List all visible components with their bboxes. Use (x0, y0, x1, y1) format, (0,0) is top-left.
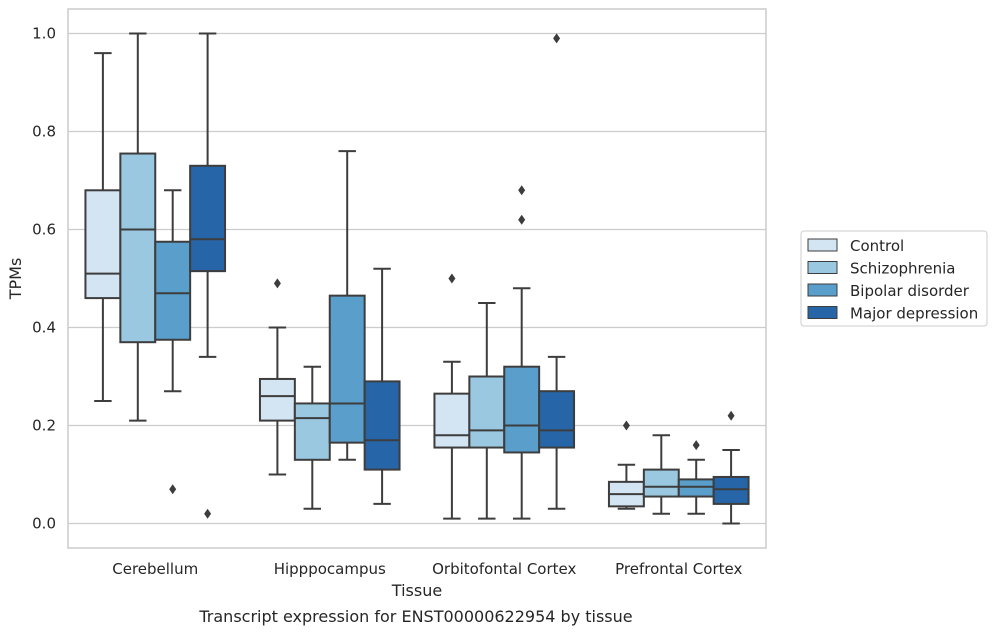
box-iqr (189, 164, 227, 273)
legend: Control Schizophrenia Bipolar disorder Majo… (800, 230, 988, 327)
y-tick-label: 0.4 (32, 319, 56, 337)
x-tick-label: Prefrontal Cortex (615, 560, 742, 578)
box-iqr (258, 377, 296, 422)
x-axis-title: Tissue (391, 581, 442, 600)
box-iqr (642, 468, 680, 498)
box-control (433, 273, 471, 520)
outlier-point (692, 440, 700, 451)
outlier-point (518, 214, 526, 225)
legend-label: Bipolar disorder (850, 282, 970, 300)
box-schizophrenia (642, 434, 680, 515)
outlier-point (204, 508, 212, 519)
box-iqr (468, 375, 506, 449)
box-iqr (154, 240, 192, 341)
box-schizophrenia (119, 32, 157, 422)
box-iqr (328, 294, 366, 444)
box-iqr (503, 365, 541, 454)
box-bipolar-disorder (677, 440, 715, 515)
box-major-depression (363, 267, 401, 505)
legend-swatch (807, 261, 838, 274)
box-iqr (712, 475, 750, 505)
legend-swatch (807, 283, 838, 297)
box-bipolar-disorder (154, 189, 192, 495)
box-iqr (119, 152, 157, 344)
legend-label: Major depression (850, 305, 978, 323)
x-tick-labels: Cerebellum Hipppocampus Orbitofontal Corte… (112, 560, 742, 578)
box-iqr (84, 189, 122, 300)
box-bipolar-disorder (503, 185, 541, 520)
x-tick-label: Hipppocampus (274, 560, 386, 578)
box-schizophrenia (293, 365, 331, 510)
y-tick-label: 0.0 (32, 515, 56, 533)
legend-label: Control (850, 237, 904, 255)
box-iqr (293, 402, 331, 461)
plot-frame (67, 8, 767, 549)
figure-caption: Transcript expression for ENST0000062295… (198, 607, 632, 626)
y-tick-labels: 0.0 0.2 0.4 0.6 0.8 1.0 (32, 25, 56, 533)
legend-swatch (807, 306, 838, 319)
box-iqr (363, 380, 401, 471)
box-control (84, 52, 122, 402)
box-major-depression (189, 32, 227, 519)
outlier-point (727, 410, 735, 421)
box-iqr (433, 392, 471, 449)
box-bipolar-disorder (328, 150, 366, 461)
legend-label: Schizophrenia (850, 260, 955, 278)
outlier-point (273, 278, 281, 289)
box-control (607, 420, 645, 510)
y-axis-title: TPMs (6, 258, 25, 301)
box-major-depression (538, 33, 576, 510)
outlier-point (622, 420, 630, 431)
x-tick-label: Cerebellum (112, 560, 198, 578)
box-groups (84, 32, 750, 525)
box-major-depression (712, 410, 750, 525)
legend-frame (800, 230, 988, 327)
outlier-point (448, 273, 456, 284)
box-iqr (677, 478, 715, 498)
outlier-point (553, 33, 561, 44)
box-control (258, 278, 296, 476)
y-tick-label: 1.0 (32, 25, 56, 43)
y-tick-label: 0.8 (32, 123, 56, 141)
outlier-point (169, 484, 177, 495)
box-schizophrenia (468, 302, 506, 520)
legend-swatch (807, 238, 838, 252)
y-tick-label: 0.2 (32, 417, 56, 435)
box-iqr (538, 390, 576, 449)
x-tick-label: Orbitofontal Cortex (432, 560, 576, 578)
outlier-point (518, 185, 526, 196)
y-tick-label: 0.6 (32, 221, 56, 239)
